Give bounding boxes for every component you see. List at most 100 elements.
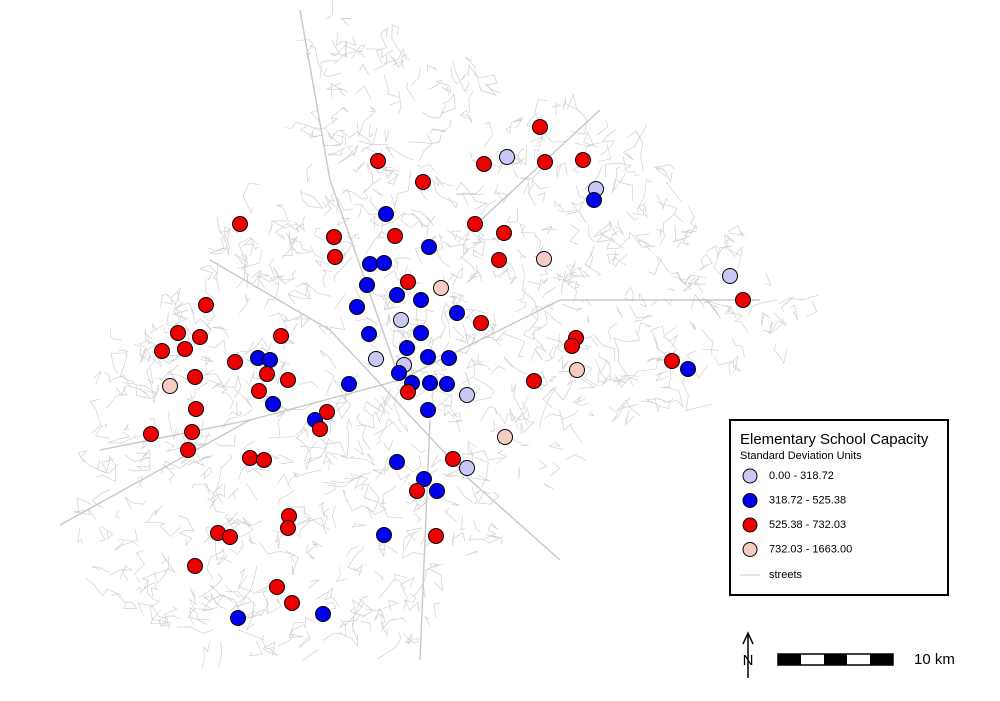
- school: [222, 529, 238, 545]
- legend-label: streets: [769, 569, 803, 581]
- school: [413, 325, 429, 341]
- school: [393, 312, 409, 328]
- scale-bar: 10 km: [777, 651, 955, 668]
- school: [491, 252, 507, 268]
- school: [473, 315, 489, 331]
- school: [170, 325, 186, 341]
- school: [496, 225, 512, 241]
- school: [429, 483, 445, 499]
- school: [416, 471, 432, 487]
- school: [400, 274, 416, 290]
- school: [143, 426, 159, 442]
- legend-subtitle: Standard Deviation Units: [740, 450, 862, 462]
- school: [433, 280, 449, 296]
- legend-swatch: [742, 468, 758, 484]
- legend-label: 0.00 - 318.72: [769, 470, 834, 482]
- school: [256, 452, 272, 468]
- school: [536, 251, 552, 267]
- school: [409, 483, 425, 499]
- legend-swatch: [742, 542, 758, 557]
- school: [232, 216, 248, 232]
- legend: Elementary School Capacity Standard Devi…: [729, 419, 949, 596]
- legend-label: 525.38 - 732.03: [769, 519, 846, 531]
- legend-box: [729, 419, 949, 596]
- school: [192, 329, 208, 345]
- school: [735, 292, 751, 308]
- school: [265, 396, 281, 412]
- street-lines: [74, 0, 820, 669]
- school: [387, 228, 403, 244]
- school: [459, 460, 475, 476]
- school: [420, 349, 436, 365]
- school: [327, 249, 343, 265]
- school: [315, 606, 331, 622]
- school: [415, 174, 431, 190]
- school: [376, 255, 392, 271]
- school: [389, 454, 405, 470]
- school: [376, 527, 392, 543]
- scale-segment: [778, 654, 801, 665]
- school: [341, 376, 357, 392]
- scale-label: 10 km: [914, 651, 955, 668]
- school: [188, 401, 204, 417]
- school: [242, 450, 258, 466]
- scale-segment: [870, 654, 893, 665]
- school: [413, 292, 429, 308]
- legend-title: Elementary School Capacity: [740, 431, 929, 448]
- school: [227, 354, 243, 370]
- school: [269, 579, 285, 595]
- school: [499, 149, 515, 165]
- school: [154, 343, 170, 359]
- school: [476, 156, 492, 172]
- school: [280, 372, 296, 388]
- school: [180, 442, 196, 458]
- legend-items: 0.00 - 318.72 318.72 - 525.38 525.38 - 732…: [742, 468, 852, 557]
- school: [391, 365, 407, 381]
- school: [284, 595, 300, 611]
- legend-swatch: [742, 493, 758, 508]
- school: [664, 353, 680, 369]
- school: [280, 520, 296, 536]
- school: [564, 338, 580, 354]
- school: [569, 362, 585, 378]
- school: [680, 361, 696, 377]
- school: [441, 350, 457, 366]
- school: [177, 341, 193, 357]
- main-roads: [59, 9, 760, 661]
- legend-label: 318.72 - 525.38: [769, 494, 846, 506]
- school: [162, 378, 178, 394]
- schools: [143, 119, 751, 626]
- school: [319, 404, 335, 420]
- school: [400, 384, 416, 400]
- school: [262, 352, 278, 368]
- school: [459, 387, 475, 403]
- school: [187, 558, 203, 574]
- school: [184, 424, 200, 440]
- legend-swatch: [742, 517, 758, 533]
- legend-label: 732.03 - 1663.00: [769, 543, 852, 555]
- school: [251, 383, 267, 399]
- school: [378, 206, 394, 222]
- school: [449, 305, 465, 321]
- arrow-head: [742, 631, 754, 645]
- school: [198, 297, 214, 313]
- school: [439, 376, 455, 392]
- school: [187, 369, 203, 385]
- north-arrow: N: [742, 631, 754, 678]
- school: [537, 154, 553, 170]
- school: [370, 153, 386, 169]
- school: [230, 610, 246, 626]
- school: [526, 373, 542, 389]
- school: [273, 328, 289, 344]
- school: [428, 528, 444, 544]
- school: [326, 229, 342, 245]
- school: [361, 326, 377, 342]
- school: [368, 351, 384, 367]
- school: [586, 192, 602, 208]
- school: [497, 429, 513, 445]
- north-label: N: [743, 652, 754, 669]
- scale-segment: [824, 654, 847, 665]
- school: [259, 366, 275, 382]
- school: [445, 451, 461, 467]
